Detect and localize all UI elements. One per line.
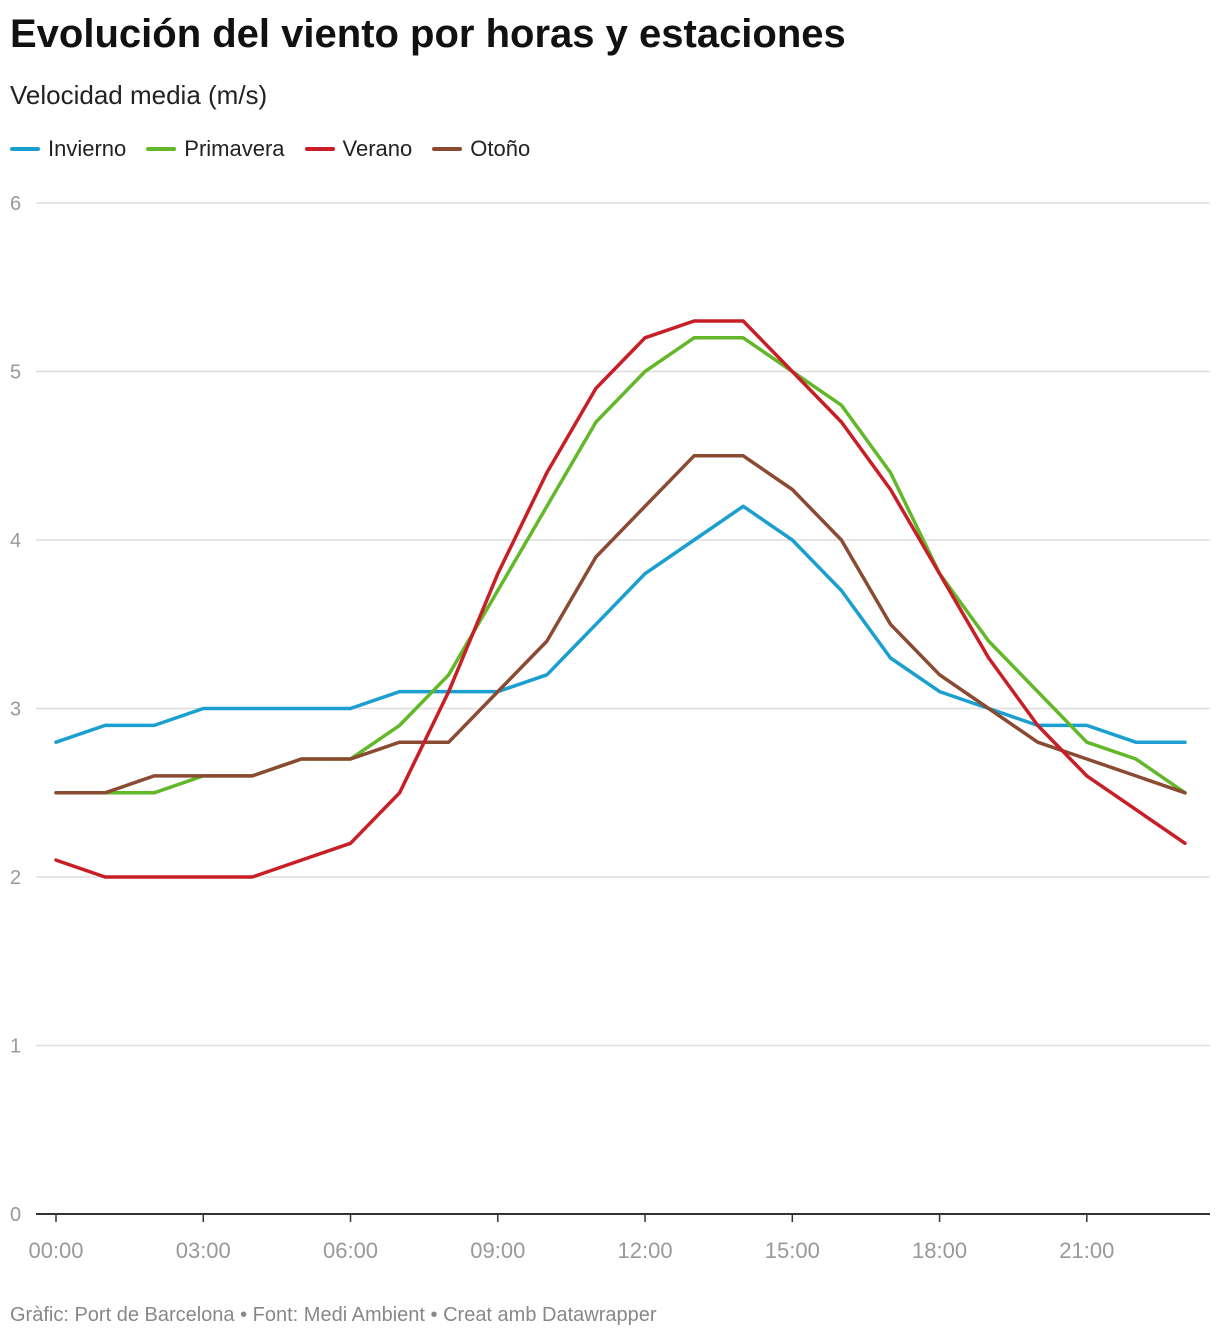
legend-label-verano: Verano bbox=[342, 136, 413, 161]
series-line-primavera bbox=[54, 336, 1187, 795]
x-tick-label: 12:00 bbox=[618, 1238, 673, 1263]
x-tick-label: 15:00 bbox=[765, 1238, 820, 1263]
legend-swatch-invierno bbox=[10, 147, 40, 151]
series-line-otono bbox=[54, 454, 1187, 795]
legend-item-otono: Otoño bbox=[432, 136, 530, 162]
x-tick-label: 00:00 bbox=[28, 1238, 83, 1263]
legend-label-invierno: Invierno bbox=[48, 136, 127, 161]
y-tick-label: 2 bbox=[10, 867, 21, 889]
x-tick-label: 06:00 bbox=[323, 1238, 378, 1263]
y-tick-label: 5 bbox=[10, 362, 21, 384]
line-chart: 0 1 2 3 4 5 6 00:00 03:00 06:00 09:00 12:00 15:00 18:… bbox=[10, 193, 1210, 1263]
y-tick-label: 4 bbox=[10, 530, 21, 552]
legend-label-otono: Otoño bbox=[470, 136, 531, 161]
legend-label-primavera: Primavera bbox=[184, 136, 285, 161]
legend-item-primavera: Primavera bbox=[146, 136, 285, 162]
legend-item-invierno: Invierno bbox=[10, 136, 126, 162]
x-tick-label: 09:00 bbox=[470, 1238, 525, 1263]
x-tick-label: 18:00 bbox=[912, 1238, 967, 1263]
legend: Invierno Primavera Verano Otoño bbox=[10, 136, 530, 162]
chart-title: Evolución del viento por horas y estacio… bbox=[10, 12, 846, 56]
chart-subtitle: Velocidad media (m/s) bbox=[10, 80, 268, 110]
legend-swatch-otono bbox=[432, 147, 463, 151]
y-tick-label: 0 bbox=[10, 1204, 21, 1226]
legend-item-verano: Verano bbox=[304, 136, 413, 162]
x-tick-label: 03:00 bbox=[176, 1238, 231, 1263]
series-line-invierno bbox=[54, 504, 1187, 744]
legend-swatch-verano bbox=[304, 147, 335, 151]
chart-footer: Gràfic: Port de Barcelona • Font: Medi A… bbox=[10, 1304, 657, 1326]
y-tick-label: 1 bbox=[10, 1036, 21, 1058]
legend-swatch-primavera bbox=[146, 147, 177, 151]
series-line-verano bbox=[54, 319, 1187, 879]
y-tick-label: 3 bbox=[10, 699, 21, 721]
x-tick-label: 21:00 bbox=[1059, 1238, 1114, 1263]
y-tick-label: 6 bbox=[10, 193, 21, 215]
